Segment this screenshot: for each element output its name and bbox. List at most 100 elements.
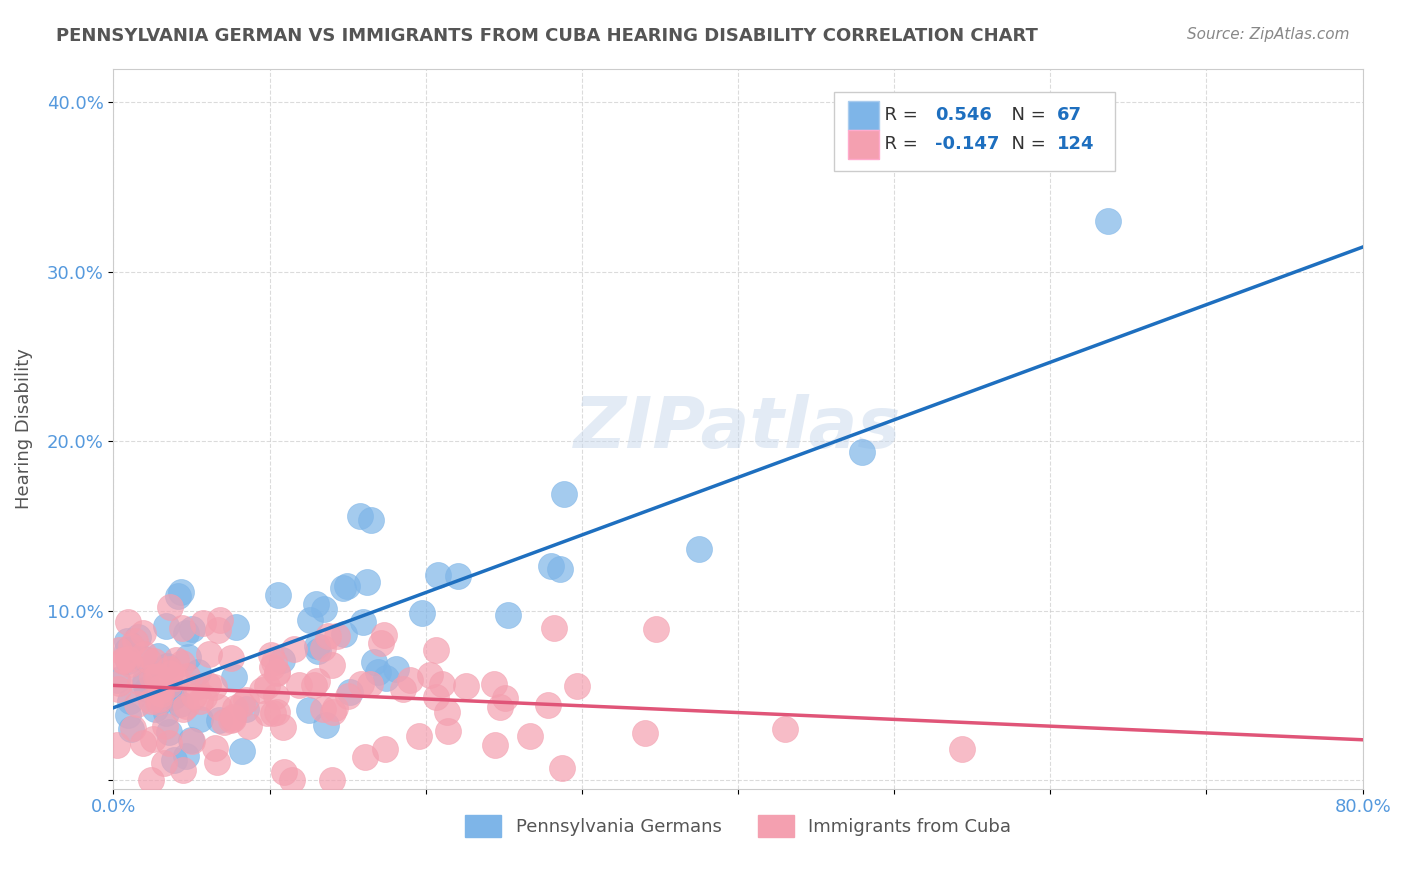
Point — [172, 702, 194, 716]
Point — [131, 626, 153, 640]
Point — [134, 673, 156, 688]
Point — [117, 615, 139, 630]
Point — [115, 643, 138, 657]
Point — [222, 669, 245, 683]
Point — [165, 671, 187, 685]
Point — [124, 633, 146, 648]
Point — [224, 701, 246, 715]
Point — [105, 739, 128, 753]
FancyBboxPatch shape — [848, 129, 879, 159]
Point — [454, 679, 477, 693]
Point — [553, 486, 575, 500]
Point — [392, 682, 415, 697]
Point — [370, 636, 392, 650]
Point — [132, 736, 155, 750]
Point — [120, 722, 142, 736]
Point — [155, 706, 177, 720]
Point — [374, 671, 396, 685]
Point — [155, 719, 177, 733]
Point — [222, 712, 245, 726]
Point — [197, 678, 219, 692]
Point — [311, 702, 333, 716]
Point — [165, 653, 187, 667]
Point — [349, 508, 371, 523]
Point — [318, 629, 340, 643]
Point — [322, 706, 344, 720]
Point — [188, 712, 211, 726]
Point — [134, 676, 156, 690]
Point — [283, 641, 305, 656]
Point — [162, 690, 184, 704]
Point — [117, 652, 139, 666]
Point — [177, 649, 200, 664]
Point — [426, 567, 449, 582]
Point — [262, 659, 284, 673]
Point — [494, 691, 516, 706]
Point — [142, 654, 165, 668]
Point — [352, 615, 374, 629]
Point — [408, 729, 430, 743]
Point — [108, 643, 131, 657]
Point — [148, 668, 170, 682]
Text: -0.147: -0.147 — [935, 135, 1000, 153]
Point — [1097, 214, 1119, 228]
Point — [231, 697, 253, 711]
Point — [266, 665, 288, 679]
Point — [496, 607, 519, 622]
Point — [273, 720, 295, 734]
FancyBboxPatch shape — [834, 92, 1115, 171]
Point — [205, 755, 228, 769]
Point — [139, 773, 162, 788]
Point — [425, 643, 447, 657]
Text: 124: 124 — [1056, 135, 1094, 153]
Point — [131, 651, 153, 665]
Point — [207, 623, 229, 637]
Point — [193, 690, 215, 704]
Point — [225, 620, 247, 634]
Point — [298, 613, 321, 627]
Point — [540, 558, 562, 573]
Point — [537, 698, 560, 713]
Text: PENNSYLVANIA GERMAN VS IMMIGRANTS FROM CUBA HEARING DISABILITY CORRELATION CHART: PENNSYLVANIA GERMAN VS IMMIGRANTS FROM C… — [56, 27, 1038, 45]
Point — [115, 633, 138, 648]
Point — [550, 761, 572, 775]
Point — [312, 602, 335, 616]
Point — [337, 689, 360, 703]
Point — [262, 706, 284, 721]
Point — [134, 647, 156, 661]
Point — [174, 699, 197, 714]
Point — [187, 665, 209, 679]
Point — [273, 765, 295, 780]
Point — [145, 670, 167, 684]
Point — [190, 694, 212, 708]
Point — [432, 676, 454, 690]
Point — [170, 656, 193, 670]
Point — [180, 734, 202, 748]
Point — [305, 673, 328, 688]
Point — [145, 702, 167, 716]
Point — [191, 616, 214, 631]
Point — [550, 562, 572, 576]
Point — [281, 773, 304, 788]
Point — [436, 706, 458, 720]
Point — [266, 665, 288, 680]
Point — [146, 649, 169, 664]
Point — [436, 724, 458, 739]
Point — [209, 613, 232, 627]
FancyBboxPatch shape — [848, 101, 879, 129]
Point — [169, 697, 191, 711]
Point — [174, 626, 197, 640]
Point — [851, 445, 873, 459]
Point — [373, 741, 395, 756]
Point — [167, 589, 190, 603]
Point — [775, 722, 797, 736]
Point — [323, 701, 346, 715]
Point — [256, 706, 278, 721]
Legend: Pennsylvania Germans, Immigrants from Cuba: Pennsylvania Germans, Immigrants from Cu… — [458, 808, 1018, 845]
Point — [447, 569, 470, 583]
Text: R =: R = — [873, 106, 924, 124]
Point — [176, 669, 198, 683]
Point — [183, 689, 205, 703]
Point — [359, 677, 381, 691]
Point — [307, 643, 329, 657]
